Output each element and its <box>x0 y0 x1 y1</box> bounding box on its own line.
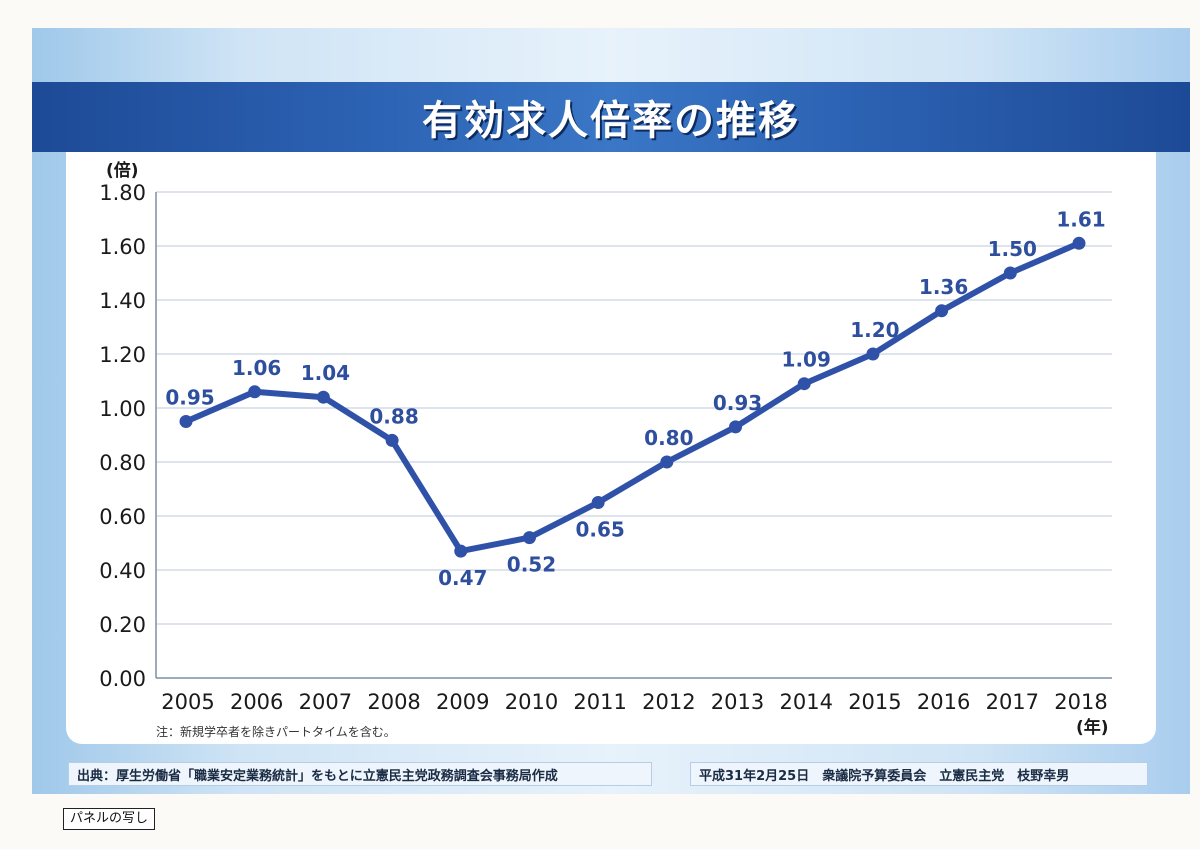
data-point <box>316 390 330 404</box>
data-label: 0.93 <box>713 391 762 415</box>
data-label: 1.36 <box>919 275 968 299</box>
data-point <box>1072 236 1086 250</box>
chart-card <box>66 152 1156 744</box>
x-axis-unit: (年) <box>1076 717 1109 738</box>
data-point <box>866 347 880 361</box>
x-tick-label: 2012 <box>642 690 695 714</box>
y-tick-label: 0.20 <box>99 613 146 637</box>
chart-title: 有効求人倍率の推移 <box>422 98 800 144</box>
y-tick-label: 0.40 <box>99 559 146 583</box>
data-point <box>660 455 674 469</box>
y-axis-unit: (倍) <box>106 160 139 181</box>
x-tick-label: 2008 <box>367 690 420 714</box>
y-tick-label: 0.60 <box>99 505 146 529</box>
x-tick-label: 2005 <box>161 690 214 714</box>
data-label: 1.09 <box>782 348 831 372</box>
data-label: 1.20 <box>850 318 899 342</box>
series-line: 0.95 1.06 1.04 0.88 0.47 0.52 0.65 0.80 0.93 1.09… <box>165 207 1105 590</box>
data-label: 1.04 <box>301 361 350 385</box>
data-label: 0.88 <box>369 404 418 428</box>
y-tick-label: 0.80 <box>99 451 146 475</box>
data-point <box>1003 266 1017 280</box>
x-tick-label: 2011 <box>573 690 626 714</box>
x-tick-label: 2016 <box>917 690 970 714</box>
panel-copy-label: パネルの写し <box>63 808 156 830</box>
footnote: 注：新規学卒者を除きパートタイムを含む。 <box>156 724 396 739</box>
data-point <box>385 433 399 447</box>
data-label: 0.52 <box>507 553 556 577</box>
data-label: 1.61 <box>1056 207 1105 231</box>
x-tick-label: 2009 <box>436 690 489 714</box>
data-point <box>454 544 468 558</box>
y-tick-label: 1.40 <box>99 289 146 313</box>
x-tick-label: 2007 <box>299 690 352 714</box>
presentation-credit: 平成31年2月25日 衆議院予算委員会 立憲民主党 枝野幸男 <box>690 762 1148 786</box>
data-point <box>248 385 262 399</box>
data-label: 0.47 <box>438 566 487 590</box>
x-tick-label: 2006 <box>230 690 283 714</box>
data-point <box>179 415 193 428</box>
title-band: 有効求人倍率の推移 <box>32 82 1190 152</box>
data-point <box>591 496 605 509</box>
data-label: 0.95 <box>165 386 214 410</box>
source-note: 出典：厚生労働省「職業安定業務統計」をもとに立憲民主党政務調査会事務局作成 <box>68 762 652 786</box>
y-tick-label: 1.00 <box>99 397 146 421</box>
gridlines: 0.00 0.20 0.40 0.60 0.80 1.00 1.20 1.40 1.60 1.80… <box>99 181 1112 714</box>
x-tick-label: 2015 <box>848 690 901 714</box>
y-tick-label: 1.80 <box>99 181 146 205</box>
y-tick-label: 1.60 <box>99 235 146 259</box>
y-tick-label: 1.20 <box>99 343 146 367</box>
x-tick-label: 2013 <box>711 690 764 714</box>
data-label: 1.50 <box>988 237 1037 261</box>
data-point <box>729 420 743 434</box>
data-point <box>522 531 536 545</box>
series-polyline <box>183 240 1082 555</box>
x-tick-label: 2018 <box>1054 690 1107 714</box>
data-label: 0.80 <box>644 426 693 450</box>
x-tick-label: 2017 <box>986 690 1039 714</box>
x-tick-label: 2010 <box>505 690 558 714</box>
y-tick-label: 0.00 <box>99 667 146 691</box>
data-label: 1.06 <box>232 356 281 380</box>
data-point <box>935 304 949 318</box>
x-tick-label: 2014 <box>780 690 833 714</box>
data-label: 0.65 <box>575 518 624 542</box>
axis-labels: (倍) (年) 注：新規学卒者を除きパートタイムを含む。 <box>106 160 1109 739</box>
data-point <box>797 377 811 391</box>
